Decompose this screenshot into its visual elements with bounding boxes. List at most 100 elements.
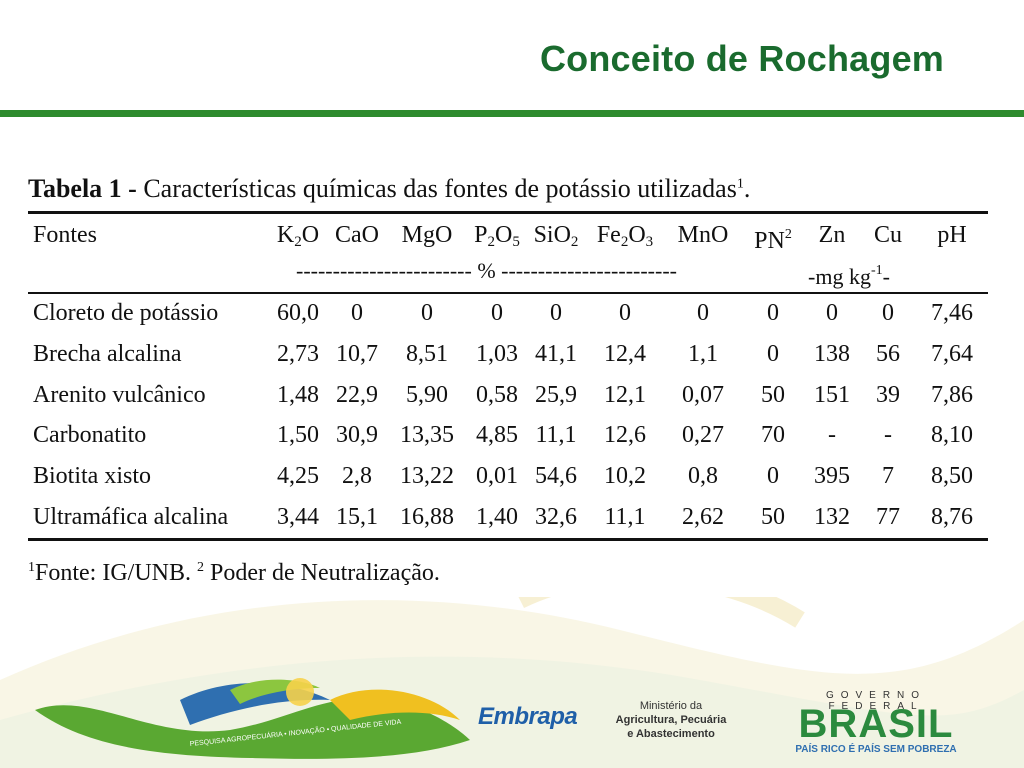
row-value: 395 — [814, 463, 850, 489]
row-value: 15,1 — [336, 504, 378, 530]
footnote-text-1: Fonte: IG/UNB. — [35, 560, 197, 586]
gov-bottom-text: PAÍS RICO É PAÍS SEM POBREZA — [795, 744, 957, 755]
row-value: 12,6 — [604, 422, 646, 448]
header-sio2: SiO2 — [526, 221, 586, 256]
row-value: 12,1 — [604, 382, 646, 408]
header-unit-mgkg: -mg kg-1- — [808, 257, 890, 291]
table-caption-label: Tabela 1 - — [28, 174, 137, 203]
row-value: 8,10 — [931, 422, 973, 448]
table-caption-text: Características químicas das fontes de p… — [143, 174, 737, 203]
header-sio2-sio: SiO — [533, 222, 571, 248]
row-value: 7,86 — [931, 382, 973, 408]
row-value: 8,51 — [406, 341, 448, 367]
row-value: 30,9 — [336, 422, 378, 448]
header-p2o5-p: P — [474, 222, 488, 248]
table-caption: Tabela 1 - Características químicas das … — [28, 174, 750, 204]
title-underline — [0, 110, 1024, 117]
row-value: 32,6 — [535, 504, 577, 530]
embrapa-logo: Embrapa — [478, 703, 578, 730]
row-value: 2,8 — [342, 463, 372, 489]
row-value: 138 — [814, 341, 850, 367]
table-footnote: 1Fonte: IG/UNB. 2 Poder de Neutralização… — [28, 560, 440, 587]
row-value: 1,50 — [277, 422, 319, 448]
row-value: 54,6 — [535, 463, 577, 489]
header-k2o: K2O — [268, 221, 328, 256]
header-k2o-o: O — [301, 222, 320, 248]
header-fe2o3-sub2: 3 — [645, 234, 654, 250]
row-value: 0,27 — [682, 422, 724, 448]
row-value: 4,85 — [476, 422, 518, 448]
row-value: 0 — [491, 300, 503, 326]
gov-top-text: GOVERNO FEDERAL — [825, 690, 927, 712]
header-fe2o3: Fe2O3 — [588, 221, 662, 256]
ministerio-line-2: Agricultura, Pecuária — [615, 714, 727, 726]
row-value: 10,2 — [604, 463, 646, 489]
header-fontes: Fontes — [33, 222, 98, 248]
row-value: 7 — [882, 463, 894, 489]
row-fonte: Biotita xisto — [33, 463, 152, 489]
row-value: 0 — [767, 463, 779, 489]
row-value: 7,64 — [931, 341, 973, 367]
header-sio2-sub: 2 — [570, 234, 579, 250]
header-fe2o3-sub1: 2 — [620, 234, 629, 250]
row-value: 39 — [876, 382, 900, 408]
row-value: 1,1 — [688, 341, 718, 367]
header-p2o5-sub2: 5 — [512, 234, 520, 250]
header-k2o-sub: 2 — [294, 234, 302, 250]
header-p2o5-sub1: 2 — [487, 234, 496, 250]
row-value: 0 — [826, 300, 838, 326]
row-value: 0 — [421, 300, 433, 326]
row-value: 60,0 — [277, 300, 319, 326]
row-value: 0,07 — [682, 382, 724, 408]
header-fe2o3-o: O — [628, 222, 646, 248]
header-fe2o3-fe: Fe — [596, 222, 621, 248]
research-wave-logo: PESQUISA AGROPECUÁRIA • INOVAÇÃO • QUALI… — [35, 678, 470, 759]
header-k2o-k: K — [276, 222, 295, 248]
row-value: 1,48 — [277, 382, 319, 408]
row-value: 7,46 — [931, 300, 973, 326]
header-mno: MnO — [677, 222, 729, 248]
header-unit-mgkg-text: -mg kg — [808, 264, 871, 289]
row-value: 5,90 — [406, 382, 448, 408]
row-fonte: Arenito vulcânico — [33, 382, 206, 408]
row-value: 0,58 — [476, 382, 518, 408]
table-header-rule — [28, 292, 988, 294]
header-pn: PN2 — [746, 221, 800, 255]
row-value: 13,35 — [400, 422, 454, 448]
header-cu: Cu — [873, 222, 902, 248]
header-mgo: MgO — [401, 222, 453, 248]
row-value: 11,1 — [604, 504, 646, 530]
row-value: 3,44 — [277, 504, 319, 530]
row-fonte: Brecha alcalina — [33, 341, 182, 367]
table-panel — [12, 165, 1012, 597]
header-cao: CaO — [335, 222, 379, 248]
row-fonte: Cloreto de potássio — [33, 300, 219, 326]
header-ph: pH — [937, 222, 967, 248]
row-value: 0 — [767, 341, 779, 367]
ministerio-logo: Ministério da Agricultura, Pecuária e Ab… — [603, 699, 739, 741]
row-value: 4,25 — [277, 463, 319, 489]
governo-federal-logo: GOVERNO FEDERAL BRASIL PAÍS RICO É PAÍS … — [778, 690, 974, 756]
row-value: 2,62 — [682, 504, 724, 530]
row-value: 0 — [351, 300, 363, 326]
row-value: - — [884, 422, 892, 448]
footnote-text-2: Poder de Neutralização. — [204, 560, 440, 586]
ministerio-line-1: Ministério da — [639, 700, 703, 712]
ministerio-line-3: e Abastecimento — [627, 728, 715, 740]
row-value: 0 — [767, 300, 779, 326]
header-zn: Zn — [818, 222, 846, 248]
row-value: 13,22 — [400, 463, 454, 489]
row-value: 41,1 — [535, 341, 577, 367]
header-unit-mgkg-sup: -1 — [870, 263, 883, 278]
row-value: 77 — [876, 504, 900, 530]
row-value: 0 — [619, 300, 631, 326]
header-unit-mgkg-end: - — [882, 264, 890, 289]
slide-title: Conceito de Rochagem — [539, 38, 944, 79]
row-value: 2,73 — [277, 341, 319, 367]
row-value: 11,1 — [535, 422, 577, 448]
row-value: 50 — [761, 382, 785, 408]
row-value: 70 — [761, 422, 785, 448]
header-p2o5: P2O5 — [466, 221, 528, 256]
row-value: 0,8 — [688, 463, 718, 489]
